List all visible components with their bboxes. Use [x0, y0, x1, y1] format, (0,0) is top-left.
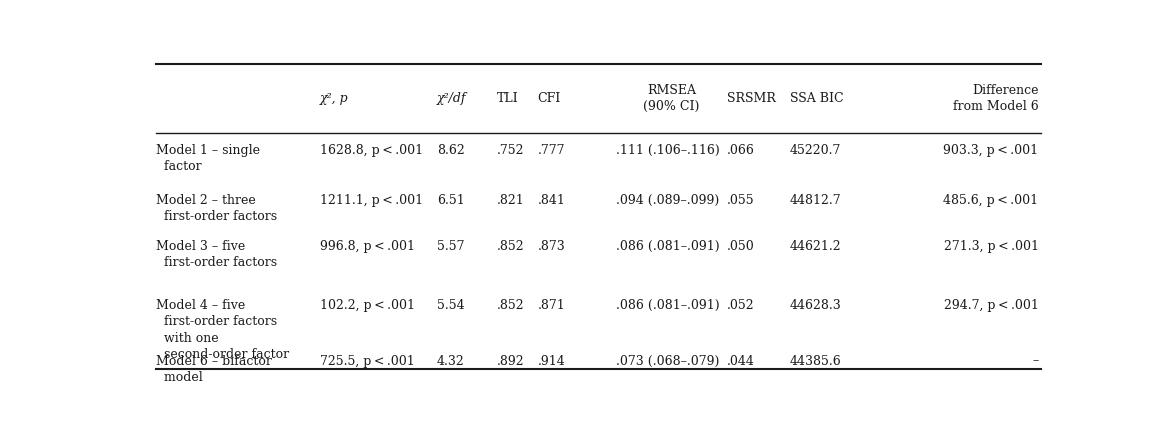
Text: .752: .752	[497, 144, 525, 157]
Text: .852: .852	[497, 240, 525, 253]
Text: 903.3, p < .001: 903.3, p < .001	[943, 144, 1038, 157]
Text: .066: .066	[727, 144, 755, 157]
Text: 44385.6: 44385.6	[789, 354, 841, 368]
Text: .094 (.089–.099): .094 (.089–.099)	[617, 194, 720, 207]
Text: 4.32: 4.32	[437, 354, 465, 368]
Text: TLI: TLI	[497, 92, 518, 105]
Text: Model 4 – five
  first-order factors
  with one
  second-order factor: Model 4 – five first-order factors with …	[155, 299, 289, 361]
Text: .052: .052	[727, 299, 755, 312]
Text: .821: .821	[497, 194, 525, 207]
Text: RMSEA
(90% CI): RMSEA (90% CI)	[643, 84, 700, 113]
Text: .055: .055	[727, 194, 755, 207]
Text: 44628.3: 44628.3	[789, 299, 841, 312]
Text: .871: .871	[538, 299, 566, 312]
Text: .892: .892	[497, 354, 525, 368]
Text: .841: .841	[538, 194, 566, 207]
Text: .086 (.081–.091): .086 (.081–.091)	[617, 240, 720, 253]
Text: .050: .050	[727, 240, 755, 253]
Text: .086 (.081–.091): .086 (.081–.091)	[617, 299, 720, 312]
Text: Model 2 – three
  first-order factors: Model 2 – three first-order factors	[155, 194, 277, 223]
Text: 271.3, p < .001: 271.3, p < .001	[943, 240, 1038, 253]
Text: 5.57: 5.57	[437, 240, 465, 253]
Text: .111 (.106–.116): .111 (.106–.116)	[617, 144, 720, 157]
Text: 1628.8, p < .001: 1628.8, p < .001	[320, 144, 423, 157]
Text: 44621.2: 44621.2	[789, 240, 841, 253]
Text: Model 6 – bifactor
  model: Model 6 – bifactor model	[155, 354, 271, 384]
Text: 102.2, p < .001: 102.2, p < .001	[320, 299, 415, 312]
Text: 45220.7: 45220.7	[789, 144, 841, 157]
Text: .873: .873	[538, 240, 566, 253]
Text: .777: .777	[538, 144, 564, 157]
Text: .914: .914	[538, 354, 566, 368]
Text: Model 3 – five
  first-order factors: Model 3 – five first-order factors	[155, 240, 277, 269]
Text: CFI: CFI	[538, 92, 561, 105]
Text: Difference
from Model 6: Difference from Model 6	[953, 84, 1038, 113]
Text: 996.8, p < .001: 996.8, p < .001	[320, 240, 415, 253]
Text: 294.7, p < .001: 294.7, p < .001	[943, 299, 1038, 312]
Text: .044: .044	[727, 354, 755, 368]
Text: 725.5, p < .001: 725.5, p < .001	[320, 354, 415, 368]
Text: 44812.7: 44812.7	[789, 194, 841, 207]
Text: χ², p: χ², p	[320, 92, 349, 105]
Text: .852: .852	[497, 299, 525, 312]
Text: SRSMR: SRSMR	[727, 92, 775, 105]
Text: 1211.1, p < .001: 1211.1, p < .001	[320, 194, 423, 207]
Text: 6.51: 6.51	[437, 194, 465, 207]
Text: –: –	[1033, 354, 1038, 368]
Text: SSA BIC: SSA BIC	[789, 92, 844, 105]
Text: 8.62: 8.62	[437, 144, 465, 157]
Text: Model 1 – single
  factor: Model 1 – single factor	[155, 144, 260, 173]
Text: χ²/df: χ²/df	[437, 92, 466, 105]
Text: 485.6, p < .001: 485.6, p < .001	[943, 194, 1038, 207]
Text: 5.54: 5.54	[437, 299, 465, 312]
Text: .073 (.068–.079): .073 (.068–.079)	[617, 354, 720, 368]
